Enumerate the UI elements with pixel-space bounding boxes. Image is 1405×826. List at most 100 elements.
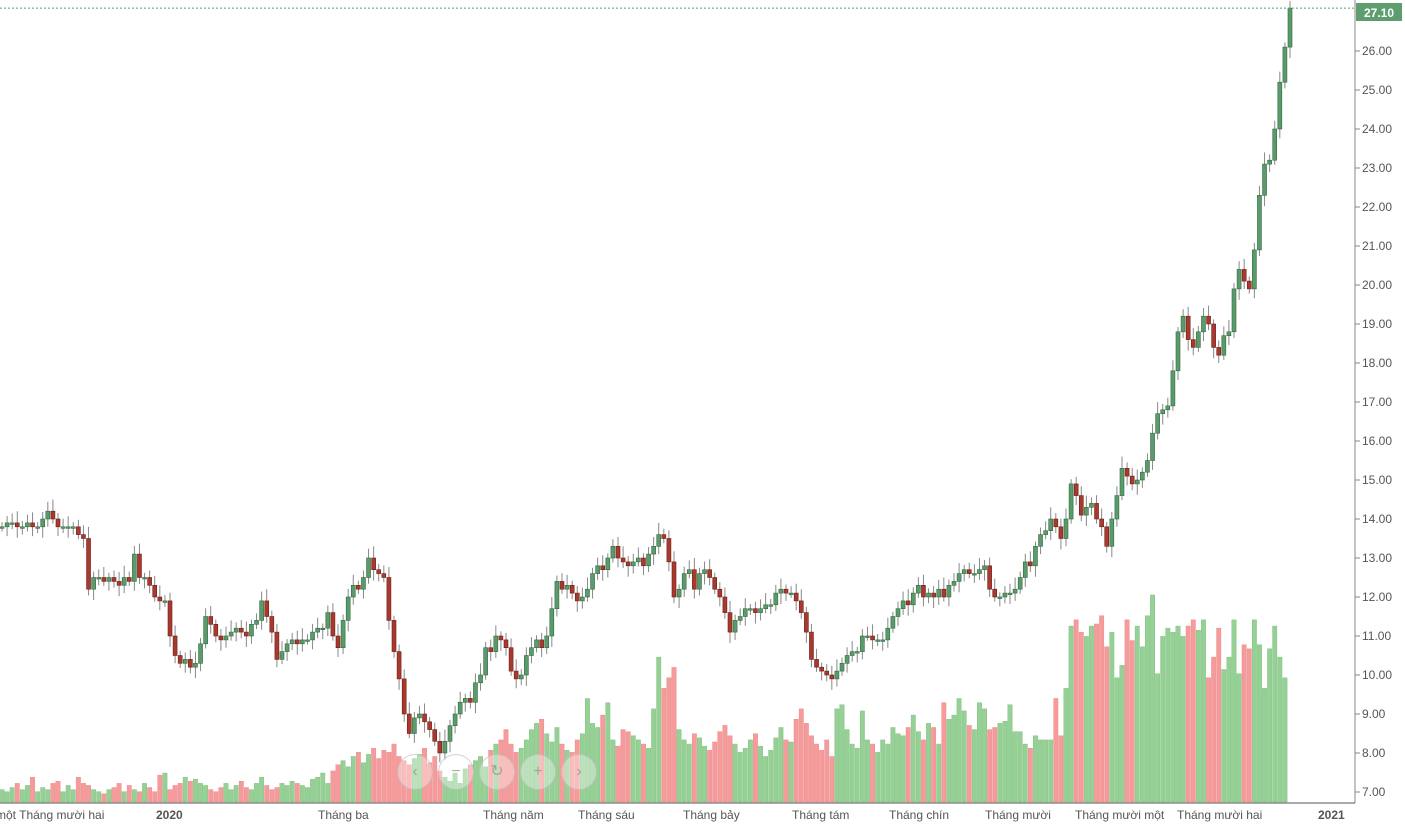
volume-bar (228, 789, 234, 803)
candle (376, 563, 382, 582)
candle (1221, 326, 1227, 360)
candle-body (809, 631, 814, 660)
candle (819, 662, 824, 681)
candle-body (1114, 495, 1120, 520)
candle (681, 566, 687, 597)
volume-bar (223, 783, 229, 803)
candle (1078, 486, 1084, 522)
volume-bar (50, 783, 56, 803)
candle (356, 580, 361, 594)
candle (1257, 185, 1262, 257)
candle (335, 624, 341, 658)
volume-bar (615, 745, 621, 803)
volume-bar (1180, 636, 1186, 803)
volume-bar (824, 739, 830, 803)
volume-bar (86, 785, 91, 803)
volume-bar (55, 781, 61, 803)
candle (65, 516, 71, 538)
zoom-out-button[interactable]: − (438, 754, 474, 790)
volume-bar (941, 702, 947, 803)
candle-body (391, 620, 397, 652)
candle (289, 632, 295, 651)
candle (233, 622, 239, 642)
candle-body (865, 635, 870, 638)
candle (936, 579, 942, 605)
scroll-left-button[interactable]: ‹ (397, 754, 433, 790)
candle (259, 591, 264, 630)
x-label: 2020 (156, 808, 183, 822)
volume-bar (310, 779, 315, 803)
volume-bar (299, 785, 305, 803)
candle-body (60, 526, 66, 529)
zoom-in-button[interactable]: + (520, 754, 556, 790)
candle (1012, 577, 1018, 601)
candle (692, 558, 697, 599)
candle-body (1241, 269, 1247, 282)
candle (55, 513, 61, 537)
candle (193, 651, 198, 679)
candle-body (559, 581, 565, 590)
volume-bar (1206, 677, 1211, 803)
candle (748, 604, 753, 615)
candle (961, 565, 967, 582)
volume-bar (844, 729, 850, 803)
volume-bar (70, 789, 76, 803)
candle (768, 598, 774, 615)
candle (350, 574, 356, 605)
scroll-right-button[interactable]: › (561, 754, 597, 790)
volume-bar (376, 758, 382, 803)
candle (188, 650, 193, 674)
candle (478, 663, 483, 691)
candle-body (671, 561, 677, 598)
candle (70, 522, 76, 535)
candle (462, 693, 468, 712)
y-tick-label: 20.00 (1362, 278, 1392, 292)
candle (406, 702, 412, 739)
candle-body (1094, 503, 1099, 520)
candle (238, 620, 244, 639)
candle-body (885, 627, 891, 641)
candle (630, 553, 636, 574)
candle-body (880, 639, 886, 642)
candle (452, 705, 458, 734)
candle (834, 659, 840, 687)
candle (1104, 522, 1110, 553)
candle (549, 597, 555, 647)
candle-body (0, 526, 5, 529)
volume-bar (25, 785, 30, 803)
candle-body (1012, 588, 1018, 594)
reset-zoom-button[interactable]: ↻ (479, 754, 515, 790)
volume-bar (1012, 731, 1018, 803)
y-tick-label: 23.00 (1362, 161, 1392, 175)
candle (137, 543, 142, 584)
candle (300, 628, 305, 652)
candle (742, 598, 748, 626)
y-tick-label: 22.00 (1362, 200, 1392, 214)
candle (503, 632, 509, 656)
candle (305, 634, 310, 645)
volume-bar (106, 789, 112, 803)
candle-body (702, 569, 707, 574)
candle (106, 572, 112, 591)
volume-bar (783, 739, 789, 803)
candle (1017, 571, 1023, 594)
candle (636, 547, 641, 567)
candle (534, 635, 539, 653)
volume-bar (676, 729, 682, 803)
candle (1226, 320, 1232, 346)
volume-bar (81, 783, 86, 803)
candle-body (727, 612, 733, 633)
candle (916, 577, 921, 598)
candle-body (320, 627, 326, 631)
candle-body (493, 635, 499, 652)
candle-body (870, 635, 875, 641)
candle (498, 631, 504, 651)
candle-body (712, 577, 718, 590)
candle-body (361, 577, 366, 590)
candle-body (1140, 471, 1145, 481)
volume-bar (849, 743, 855, 803)
candle (804, 606, 809, 644)
candle (60, 518, 66, 534)
candle-body (193, 662, 198, 668)
